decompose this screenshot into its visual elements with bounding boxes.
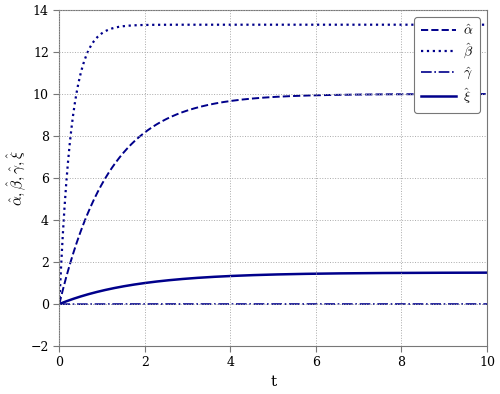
Legend: $\hat{\alpha}$, $\hat{\beta}$, $\hat{\gamma}$, $\hat{\xi}$: $\hat{\alpha}$, $\hat{\beta}$, $\hat{\ga… <box>414 17 480 113</box>
Y-axis label: $\hat{\alpha}, \hat{\beta}, \hat{\gamma}, \hat{\xi}$: $\hat{\alpha}, \hat{\beta}, \hat{\gamma}… <box>5 150 28 206</box>
X-axis label: t: t <box>270 375 276 389</box>
